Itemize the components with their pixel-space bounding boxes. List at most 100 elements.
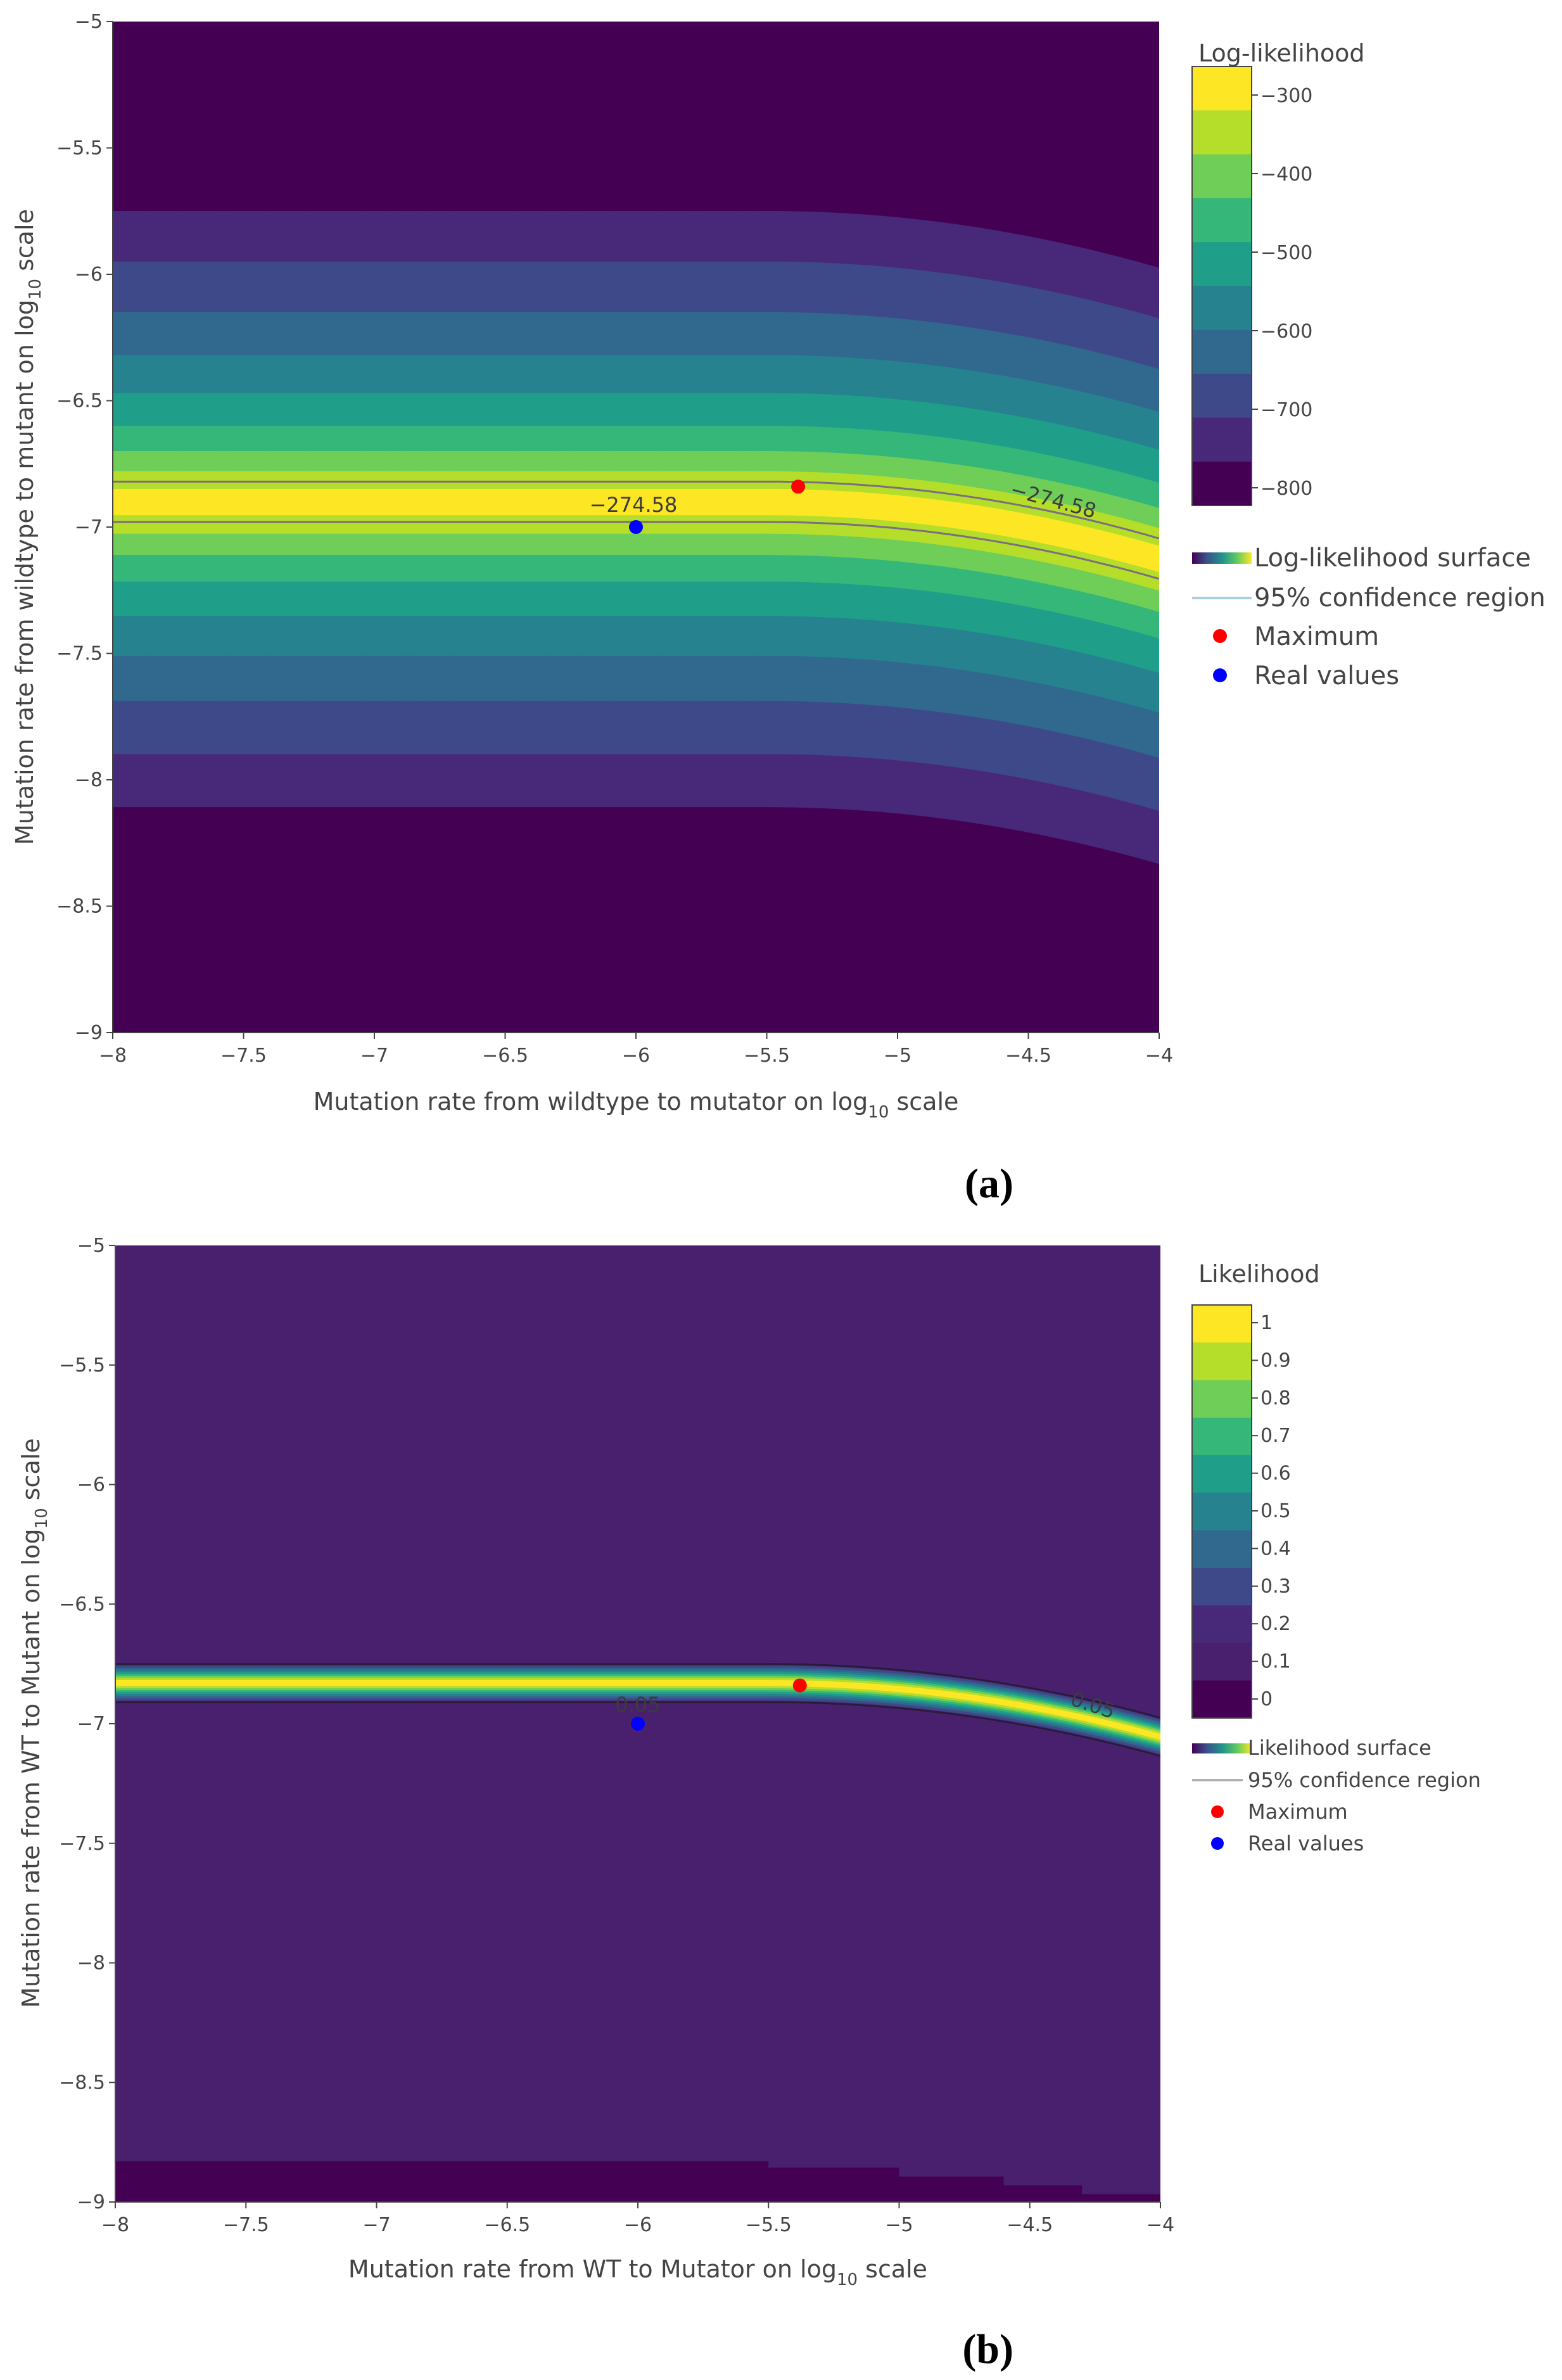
y-tick-label: −8 bbox=[77, 1952, 105, 1975]
colorbar-tick-label: −300 bbox=[1260, 85, 1312, 107]
legend-maximum-marker bbox=[1213, 629, 1227, 643]
y-tick-label: −7 bbox=[75, 516, 103, 538]
colorbar-segment bbox=[1192, 417, 1252, 462]
legend-surface-label: Log-likelihood surface bbox=[1254, 544, 1531, 573]
surface-band bbox=[113, 488, 1159, 573]
colorbar-tick-label: 0.1 bbox=[1260, 1651, 1291, 1673]
y-axis-title: Mutation rate from wildtype to mutant on… bbox=[11, 209, 45, 845]
colorbar-tick-label: 0.5 bbox=[1260, 1500, 1291, 1522]
legend-real-values-marker bbox=[1211, 1837, 1224, 1850]
colorbar-segment bbox=[1192, 198, 1252, 243]
colorbar-segment bbox=[1192, 154, 1252, 199]
colorbar-tick-label: −600 bbox=[1260, 321, 1312, 343]
colorbar-tick-label: 0.6 bbox=[1260, 1463, 1291, 1485]
x-tick-label: −5.5 bbox=[744, 1045, 790, 1067]
x-tick-label: −4 bbox=[1146, 2214, 1174, 2236]
colorbar-tick-label: −500 bbox=[1260, 242, 1312, 264]
y-tick-label: −6 bbox=[77, 1474, 105, 1496]
colorbar-segment bbox=[1192, 1380, 1252, 1418]
x-tick-label: −6.5 bbox=[482, 1045, 528, 1067]
panel-label-a: (a) bbox=[965, 1161, 1013, 1207]
x-tick-label: −8 bbox=[101, 2214, 129, 2236]
legend-surface-swatch bbox=[1192, 1743, 1252, 1753]
x-tick-label: −7 bbox=[360, 1045, 388, 1067]
colorbar-segment bbox=[1192, 329, 1252, 374]
colorbar-segment bbox=[1192, 67, 1252, 111]
y-tick-label: −6.5 bbox=[56, 390, 103, 412]
colorbar-tick-label: 0.4 bbox=[1260, 1537, 1291, 1560]
y-tick-label: −7.5 bbox=[59, 1833, 105, 1855]
legend-surface-label: Likelihood surface bbox=[1248, 1736, 1432, 1760]
y-tick-label: −5 bbox=[77, 1235, 105, 1257]
panel-b: 0.05 0.05 −8 −7.5 −7 −6.5 −6 −5.5 −5 −4.5 −4 −9−… bbox=[17, 1235, 1481, 2372]
colorbar bbox=[1191, 66, 1252, 506]
y-tick-label: −8.5 bbox=[56, 896, 103, 918]
contour-line bbox=[113, 480, 1159, 540]
colorbar-segment bbox=[1192, 110, 1252, 155]
x-tick-label: −7.5 bbox=[223, 2214, 269, 2236]
colorbar-tick-label: 0.8 bbox=[1260, 1387, 1291, 1410]
colorbar-tick-label: 0.9 bbox=[1260, 1349, 1291, 1371]
colorbar-segment bbox=[1192, 1305, 1252, 1343]
colorbar-title: Likelihood bbox=[1198, 1260, 1320, 1288]
colorbar-segment bbox=[1192, 461, 1252, 506]
x-tick-label: −7.5 bbox=[220, 1045, 267, 1067]
x-tick-label: −4.5 bbox=[1005, 1045, 1051, 1067]
real-values-point bbox=[631, 1717, 645, 1731]
y-tick-label: −5.5 bbox=[59, 1354, 105, 1377]
colorbar-segment bbox=[1192, 1417, 1252, 1456]
colorbar-ticks: 1 0.9 0.8 0.7 0.6 0.5 0.4 0.3 0.2 0.1 0 bbox=[1252, 1312, 1291, 1710]
x-tick-label: −6 bbox=[622, 1045, 650, 1067]
legend-real-values-marker bbox=[1213, 668, 1227, 682]
y-tick-label: −5 bbox=[75, 11, 103, 33]
panel-label-b: (b) bbox=[962, 2326, 1013, 2372]
maximum-point bbox=[792, 1678, 807, 1693]
x-axis-ticks: −8 −7.5 −7 −6.5 −6 −5.5 −5 −4.5 −4 bbox=[99, 1032, 1173, 1067]
legend-real-values-label: Real values bbox=[1248, 1831, 1364, 1855]
x-tick-label: −5 bbox=[884, 1045, 911, 1067]
y-tick-label: −5.5 bbox=[56, 137, 103, 160]
colorbar-title: Log-likelihood bbox=[1198, 39, 1365, 67]
surface-floor bbox=[115, 2161, 1160, 2202]
colorbar-segment bbox=[1192, 1492, 1252, 1531]
x-tick-label: −6 bbox=[624, 2214, 652, 2236]
colorbar-segment bbox=[1192, 1680, 1252, 1719]
contour-label-center: 0.05 bbox=[615, 1693, 660, 1717]
confidence-region-contour bbox=[115, 1663, 1160, 1757]
colorbar-tick-label: −700 bbox=[1260, 399, 1312, 421]
x-tick-label: −4 bbox=[1145, 1045, 1173, 1067]
colorbar-segment bbox=[1192, 1643, 1252, 1681]
colorbar-tick-label: 0.7 bbox=[1260, 1425, 1291, 1447]
x-tick-label: −5 bbox=[885, 2214, 913, 2236]
maximum-point bbox=[791, 480, 806, 494]
surface-ridge-band bbox=[115, 1677, 1160, 1742]
colorbar-segment bbox=[1192, 374, 1252, 418]
y-tick-label: −7.5 bbox=[56, 643, 103, 665]
colorbar-tick-label: −800 bbox=[1260, 478, 1312, 500]
x-axis-title: Mutation rate from wildtype to mutator o… bbox=[314, 1088, 959, 1122]
y-tick-label: −8.5 bbox=[59, 2071, 105, 2094]
x-axis-title: Mutation rate from WT to Mutator on log1… bbox=[348, 2255, 927, 2289]
colorbar-tick-label: 0 bbox=[1260, 1688, 1273, 1710]
y-tick-label: −8 bbox=[75, 769, 103, 791]
x-tick-label: −7 bbox=[362, 2214, 390, 2236]
legend-contour-label: 95% confidence region bbox=[1254, 583, 1546, 613]
colorbar-segment bbox=[1192, 242, 1252, 287]
colorbar-segment bbox=[1192, 1342, 1252, 1381]
colorbar-segment bbox=[1192, 1455, 1252, 1493]
x-tick-label: −5.5 bbox=[746, 2214, 792, 2236]
x-tick-label: −6.5 bbox=[484, 2214, 530, 2236]
y-tick-label: −6.5 bbox=[59, 1593, 105, 1615]
legend: Log-likelihood surface 95% confidence re… bbox=[1192, 544, 1546, 690]
colorbar-tick-label: 1 bbox=[1260, 1312, 1273, 1334]
colorbar-segment bbox=[1192, 1605, 1252, 1644]
likelihood-surface bbox=[115, 1245, 1160, 2202]
colorbar-ticks: −300 −400 −500 −600 −700 −800 bbox=[1252, 85, 1312, 500]
contour-line bbox=[115, 1701, 1160, 1757]
y-axis-ticks: −9 −8.5 −8 −7.5 −7 −6.5 −6 −5.5 −5 bbox=[56, 11, 113, 1044]
legend-real-values-label: Real values bbox=[1254, 661, 1399, 690]
y-axis-ticks: −9 −8.5 −8 −7.5 −7 −6.5 −6 −5.5 −5 bbox=[59, 1235, 116, 2213]
real-values-point bbox=[629, 520, 643, 534]
panel-a: −274.58 −274.58 −8 −7.5 −7 −6.5 −6 −5.5 −5 −4.5… bbox=[11, 11, 1546, 1207]
